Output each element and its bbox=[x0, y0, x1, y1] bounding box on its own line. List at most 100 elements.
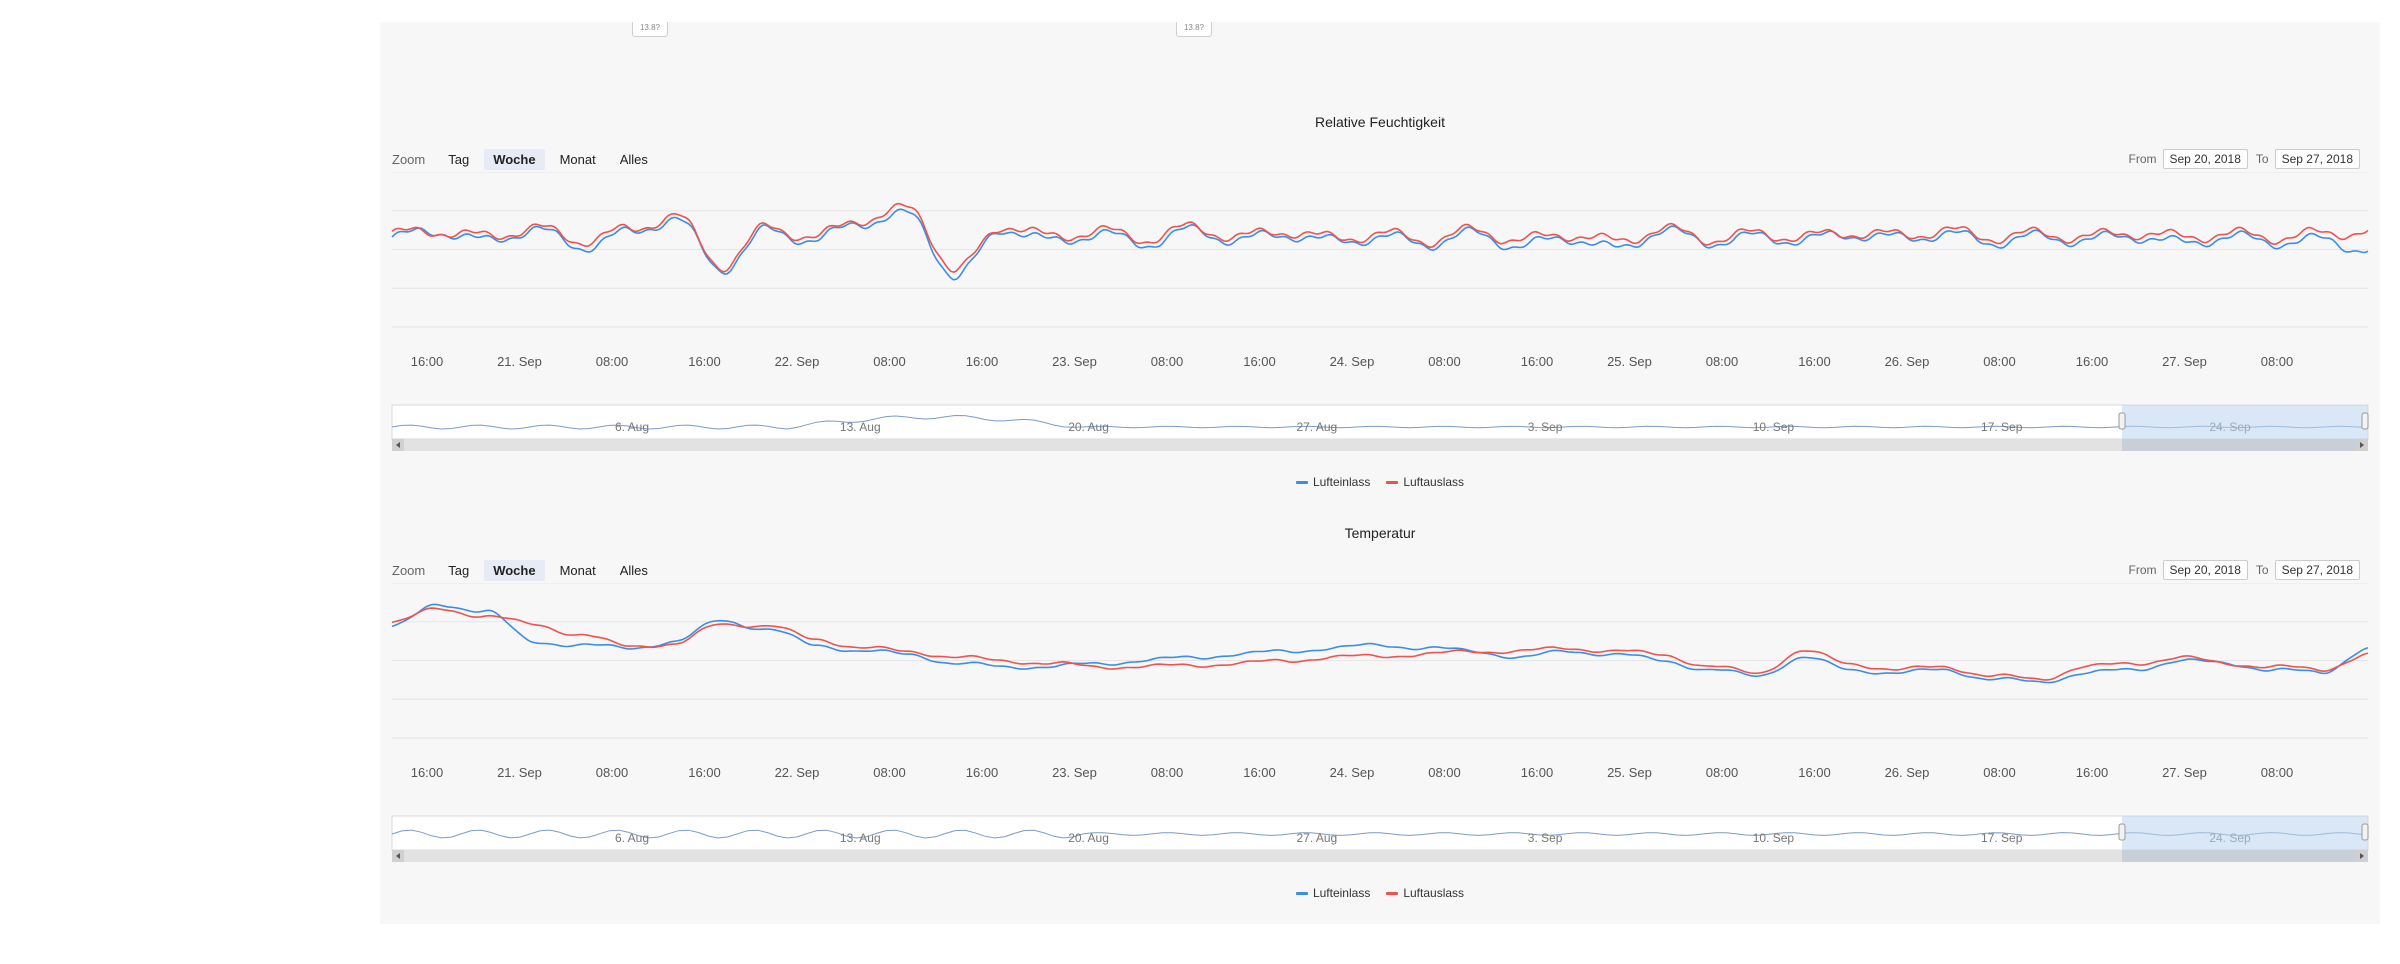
x-tick-label: 25. Sep bbox=[1607, 765, 1652, 780]
humidity-plot[interactable]: 16:00 21. Sep 08:00 16:00 22. Sep 08:00 16:00 2… bbox=[380, 172, 2380, 492]
x-tick-label: 08:00 bbox=[1151, 354, 1184, 369]
x-tick-label: 16:00 bbox=[2076, 765, 2109, 780]
x-tick-label: 16:00 bbox=[2076, 354, 2109, 369]
series-line-luftauslass bbox=[391, 202, 2369, 274]
navigator-tick-label: 17. Sep bbox=[1981, 420, 2023, 434]
x-tick-label: 23. Sep bbox=[1052, 354, 1097, 369]
legend-item-lufteinlass[interactable]: Lufteinlass bbox=[1295, 886, 1371, 900]
legend-item-lufteinlass[interactable]: Lufteinlass bbox=[1295, 475, 1371, 489]
chevron-left-icon bbox=[396, 853, 400, 859]
navigator-tick-label: 10. Sep bbox=[1753, 420, 1795, 434]
x-tick-label: 08:00 bbox=[2261, 354, 2294, 369]
navigator-background bbox=[391, 404, 2369, 440]
range-to-input[interactable]: Sep 27, 2018 bbox=[2274, 149, 2360, 169]
top-value-tag: 13.8? bbox=[1176, 22, 1212, 37]
zoom-button-woche[interactable]: Woche bbox=[484, 148, 545, 170]
zoom-button-alles[interactable]: Alles bbox=[619, 151, 648, 167]
x-tick-label: 16:00 bbox=[1521, 354, 1554, 369]
x-tick-label: 16:00 bbox=[1243, 765, 1276, 780]
zoom-button-tag[interactable]: Tag bbox=[448, 562, 470, 578]
chart-legend: Lufteinlass Luftauslass bbox=[380, 475, 2380, 489]
navigator-handle-left bbox=[2118, 823, 2126, 841]
range-from-input[interactable]: Sep 20, 2018 bbox=[2162, 560, 2248, 580]
x-tick-label: 16:00 bbox=[966, 765, 999, 780]
x-tick-label: 16:00 bbox=[411, 354, 444, 369]
navigator-series bbox=[391, 829, 2369, 839]
x-tick-label: 27. Sep bbox=[2162, 765, 2207, 780]
scrollbar-thumb bbox=[2122, 850, 2368, 862]
navigator-tick-label: 10. Sep bbox=[1753, 831, 1795, 845]
zoom-button-tag[interactable]: Tag bbox=[448, 151, 470, 167]
x-tick-label: 16:00 bbox=[1521, 765, 1554, 780]
x-tick-label: 08:00 bbox=[1428, 765, 1461, 780]
x-tick-label: 08:00 bbox=[1428, 354, 1461, 369]
navigator-tick-label: 20. Aug bbox=[1068, 831, 1109, 845]
x-tick-label: 16:00 bbox=[411, 765, 444, 780]
zoom-selector: Zoom Tag Woche Monat Alles bbox=[392, 559, 663, 581]
zoom-button-woche[interactable]: Woche bbox=[484, 559, 545, 581]
legend-item-luftauslass[interactable]: Luftauslass bbox=[1386, 475, 1464, 489]
charts-panel: 13.8? 13.8? Relative Feuchtigkeit Zoom T… bbox=[380, 22, 2380, 924]
navigator-handle-right bbox=[2361, 823, 2369, 841]
x-tick-label: 16:00 bbox=[966, 354, 999, 369]
legend-label: Luftauslass bbox=[1403, 886, 1465, 900]
x-tick-label: 08:00 bbox=[873, 765, 906, 780]
legend-label: Lufteinlass bbox=[1312, 475, 1371, 489]
chart-legend: Lufteinlass Luftauslass bbox=[380, 886, 2380, 900]
navigator-tick-label: 3. Sep bbox=[1528, 420, 1563, 434]
navigator-tick-label: 6. Aug bbox=[615, 420, 649, 434]
navigator-selection bbox=[2122, 816, 2368, 850]
navigator-tick-label: 20. Aug bbox=[1068, 420, 1109, 434]
zoom-button-monat[interactable]: Monat bbox=[559, 151, 596, 167]
scrollbar-track bbox=[392, 439, 2368, 451]
x-tick-label: 16:00 bbox=[1798, 354, 1831, 369]
navigator-tick-label: 13. Aug bbox=[840, 831, 881, 845]
x-tick-label: 08:00 bbox=[596, 765, 629, 780]
navigator-tick-label: 27. Aug bbox=[1296, 831, 1337, 845]
navigator-tick-label: 27. Aug bbox=[1296, 420, 1337, 434]
range-from-label: From bbox=[2128, 152, 2157, 166]
x-tick-label: 24. Sep bbox=[1330, 765, 1375, 780]
range-from-input[interactable]: Sep 20, 2018 bbox=[2162, 149, 2248, 169]
x-tick-label: 16:00 bbox=[688, 765, 721, 780]
legend-swatch bbox=[1386, 891, 1399, 895]
x-tick-label: 16:00 bbox=[1243, 354, 1276, 369]
x-tick-label: 16:00 bbox=[688, 354, 721, 369]
scrollbar-track bbox=[392, 850, 2368, 862]
x-tick-label: 22. Sep bbox=[775, 354, 820, 369]
navigator-tick-label: 3. Sep bbox=[1528, 831, 1563, 845]
legend-label: Lufteinlass bbox=[1312, 886, 1371, 900]
navigator-handle-right bbox=[2361, 412, 2369, 430]
range-from-label: From bbox=[2128, 563, 2157, 577]
navigator-series bbox=[391, 414, 2369, 430]
range-to-label: To bbox=[2255, 152, 2269, 166]
x-tick-label: 08:00 bbox=[1983, 354, 2016, 369]
x-tick-label: 08:00 bbox=[596, 354, 629, 369]
zoom-button-alles[interactable]: Alles bbox=[619, 562, 648, 578]
x-tick-label: 08:00 bbox=[1706, 765, 1739, 780]
range-to-input[interactable]: Sep 27, 2018 bbox=[2274, 560, 2360, 580]
legend-item-luftauslass[interactable]: Luftauslass bbox=[1386, 886, 1464, 900]
chevron-right-icon bbox=[2360, 853, 2364, 859]
temperature-plot[interactable]: 16:00 21. Sep 08:00 16:00 22. Sep 08:00 16:00 2… bbox=[380, 583, 2380, 903]
x-tick-label: 08:00 bbox=[873, 354, 906, 369]
range-to-label: To bbox=[2255, 563, 2269, 577]
navigator-tick-label: 6. Aug bbox=[615, 831, 649, 845]
x-tick-label: 24. Sep bbox=[1330, 354, 1375, 369]
zoom-selector: Zoom Tag Woche Monat Alles bbox=[392, 148, 663, 170]
zoom-button-monat[interactable]: Monat bbox=[559, 562, 596, 578]
navigator-handle-left bbox=[2118, 412, 2126, 430]
chart-title: Relative Feuchtigkeit bbox=[1315, 114, 1445, 130]
x-tick-label: 08:00 bbox=[1983, 765, 2016, 780]
navigator-tick-label: 13. Aug bbox=[840, 420, 881, 434]
legend-swatch bbox=[1295, 480, 1308, 484]
navigator-selection bbox=[2122, 405, 2368, 439]
series-line-luftauslass bbox=[391, 607, 2369, 681]
scrollbar-thumb bbox=[2122, 439, 2368, 451]
x-tick-label: 08:00 bbox=[2261, 765, 2294, 780]
legend-swatch bbox=[1295, 891, 1308, 895]
x-tick-label: 08:00 bbox=[1706, 354, 1739, 369]
x-tick-label: 25. Sep bbox=[1607, 354, 1652, 369]
legend-swatch bbox=[1386, 480, 1399, 484]
x-tick-label: 27. Sep bbox=[2162, 354, 2207, 369]
